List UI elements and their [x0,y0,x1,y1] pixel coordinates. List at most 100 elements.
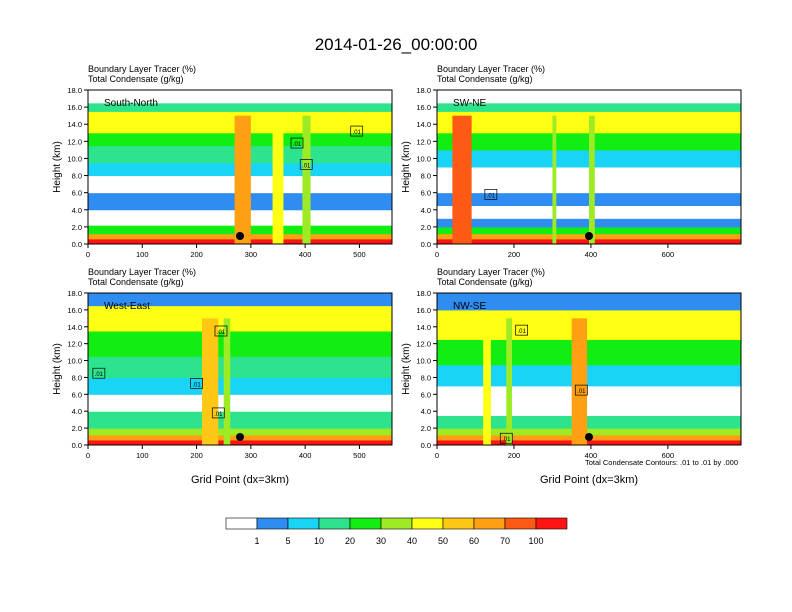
subtitle-tracer: Boundary Layer Tracer (%) [88,267,196,277]
ytick-label: 10.0 [416,357,431,366]
ytick-label: 14.0 [67,120,82,129]
ytick-label: 0.0 [72,441,82,450]
column-2 [506,318,513,445]
contour-label: .01 [192,382,201,388]
contour-label-box [350,125,364,137]
colorbar-cell [287,517,320,530]
ylabel: Height (km) [401,343,412,395]
contour-label: .01 [487,193,496,199]
panel-south-north: Boundary Layer Tracer (%)Total Condensat… [52,64,393,259]
band-2 [88,428,392,436]
ytick-label: 16.0 [416,306,431,315]
panel-label: South-North [104,98,158,109]
panel-label: SW-NE [453,98,486,109]
contour-label: .01 [95,372,104,378]
colorbar-label: 40 [407,536,417,546]
xtick-label: 600 [662,250,675,259]
xtick-label: 300 [245,250,258,259]
colorbar: 1 5 10 20 30 40 50 60 70 100 [225,517,568,546]
contour-label: .01 [353,130,362,136]
xtick-label: 400 [299,451,312,460]
ylabel: Height (km) [401,141,412,193]
contour-label-box [484,189,498,200]
ytick-label: 6.0 [421,390,431,399]
band-9 [88,293,392,307]
ylabel: Height (km) [52,141,63,193]
ytick-label: 2.0 [72,424,82,433]
band-7 [88,331,392,357]
column-2 [589,115,595,244]
xtick-label: 0 [86,451,90,460]
band-10 [437,102,741,112]
band-0 [88,439,392,445]
band-3 [437,415,741,429]
field-nw-se [437,293,741,445]
field-south-north [88,90,392,244]
band-5 [88,377,392,395]
plot-frame [436,292,742,446]
xtick-label: 200 [508,250,521,259]
band-8 [88,305,392,332]
column-0 [452,115,472,244]
ytick-label: 8.0 [72,172,82,181]
colorbar-cell [318,517,351,530]
colorbar-cell [442,517,475,530]
ytick-label: 16.0 [67,103,82,112]
ytick-label: 12.0 [67,137,82,146]
band-4 [437,402,741,416]
xtick-label: 0 [435,451,439,460]
subtitle-condensate: Total Condensate (g/kg) [88,74,184,84]
xlabel: Grid Point (dx=3km) [191,474,289,486]
contour-label: .01 [517,329,526,335]
ytick-label: 18.0 [67,86,82,95]
subtitle-tracer: Boundary Layer Tracer (%) [437,64,545,74]
location-marker [236,232,244,240]
ylabel: Height (km) [52,343,63,395]
ytick-label: 6.0 [421,189,431,198]
plot-frame [436,89,742,245]
colorbar-cell [225,517,258,530]
colorbar-label: 10 [314,536,324,546]
ytick-label: 16.0 [67,306,82,315]
field-west-east [88,293,392,445]
ytick-label: 8.0 [72,373,82,382]
panel-sw-ne: Boundary Layer Tracer (%)Total Condensat… [401,64,742,259]
colorbar-cell [380,517,413,530]
colorbar-cell [535,517,568,530]
colorbar-cell [349,517,382,530]
location-marker [236,433,244,441]
band-0 [437,439,741,445]
ytick-label: 6.0 [72,189,82,198]
field-sw-ne [437,90,741,244]
band-11 [88,90,392,104]
ytick-label: 4.0 [421,206,431,215]
ytick-label: 10.0 [67,154,82,163]
xtick-label: 200 [190,451,203,460]
ytick-label: 0.0 [421,240,431,249]
figure-title: 2014-01-26_00:00:00 [315,35,478,54]
xtick-label: 200 [190,250,203,259]
ytick-label: 0.0 [72,240,82,249]
ytick-label: 16.0 [416,103,431,112]
column-1 [272,115,284,244]
contour-label-box [92,367,106,379]
xtick-label: 0 [86,250,90,259]
contour-label: .01 [502,437,511,443]
band-4 [88,394,392,412]
ytick-label: 12.0 [416,340,431,349]
ytick-label: 6.0 [72,390,82,399]
panel-west-east: Boundary Layer Tracer (%)Total Condensat… [52,267,393,486]
subtitle-condensate: Total Condensate (g/kg) [437,277,533,287]
contour-label-box [211,407,225,419]
contour-label-box [515,324,529,336]
ytick-label: 0.0 [421,441,431,450]
ytick-label: 2.0 [421,424,431,433]
xtick-label: 400 [585,451,598,460]
plot-frame [87,89,393,245]
contour-label: .01 [302,163,311,169]
contour-label-box [499,432,513,444]
ytick-label: 14.0 [416,323,431,332]
ytick-label: 14.0 [67,323,82,332]
colorbar-cell [504,517,537,530]
